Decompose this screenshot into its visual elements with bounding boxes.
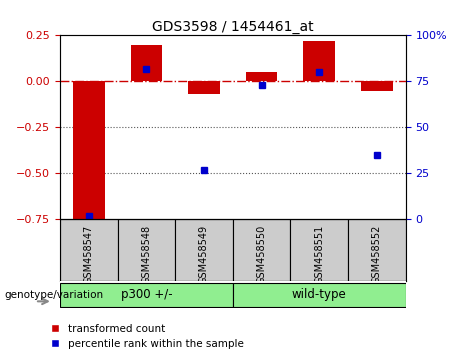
- Bar: [303, 41, 335, 81]
- Text: p300 +/-: p300 +/-: [121, 288, 172, 301]
- Text: GSM458547: GSM458547: [84, 224, 94, 284]
- Legend: transformed count, percentile rank within the sample: transformed count, percentile rank withi…: [51, 324, 244, 349]
- Bar: [361, 81, 393, 91]
- Bar: [60, 219, 118, 281]
- Bar: [233, 219, 290, 281]
- Bar: [60, 283, 233, 307]
- Title: GDS3598 / 1454461_at: GDS3598 / 1454461_at: [152, 21, 313, 34]
- Bar: [188, 81, 220, 94]
- Bar: [175, 219, 233, 281]
- Bar: [348, 219, 406, 281]
- Text: GSM458550: GSM458550: [257, 224, 266, 284]
- Bar: [233, 283, 406, 307]
- Text: genotype/variation: genotype/variation: [5, 290, 104, 300]
- Text: GSM458548: GSM458548: [142, 224, 151, 284]
- Text: GSM458552: GSM458552: [372, 224, 382, 284]
- Bar: [73, 81, 105, 219]
- Text: GSM458551: GSM458551: [314, 224, 324, 284]
- Bar: [290, 219, 348, 281]
- Bar: [118, 219, 175, 281]
- Bar: [130, 45, 162, 81]
- Bar: [246, 72, 278, 81]
- Text: GSM458549: GSM458549: [199, 224, 209, 284]
- Text: wild-type: wild-type: [292, 288, 347, 301]
